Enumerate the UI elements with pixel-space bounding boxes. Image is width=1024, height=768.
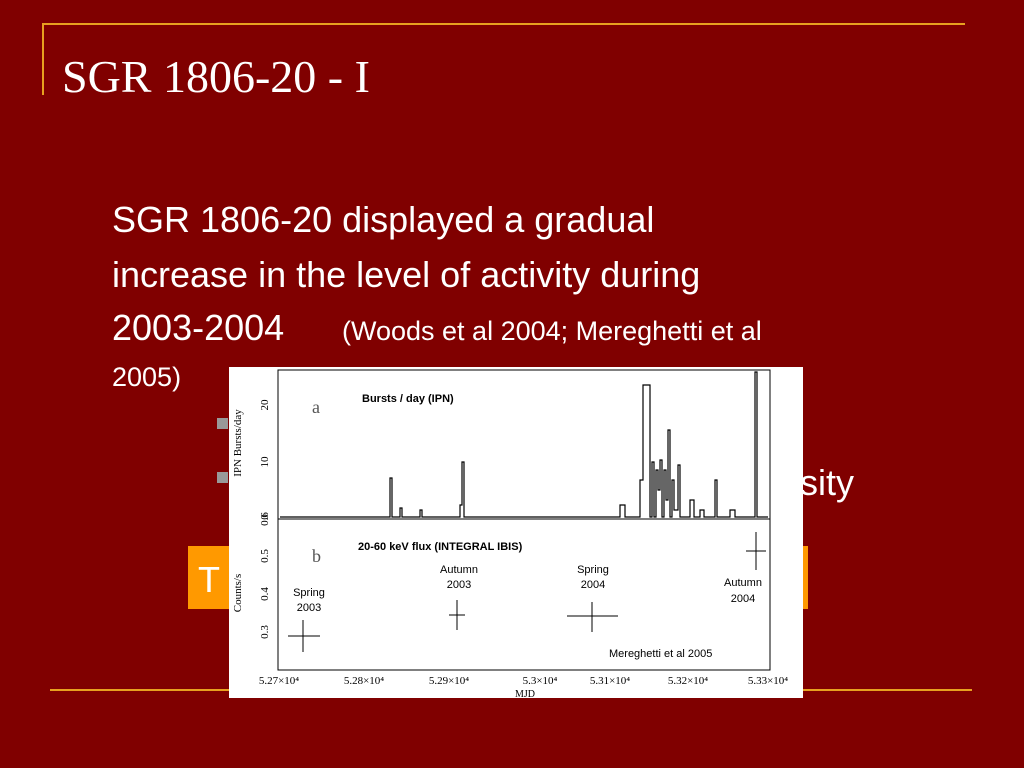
- bullet: [217, 418, 228, 429]
- x-tick-label: 5.29×10⁴: [429, 675, 469, 687]
- y-tick-label: 0.5: [259, 549, 271, 563]
- panel-label: Bursts / day (IPN): [362, 393, 454, 405]
- y-axis-label: Counts/s: [232, 574, 244, 613]
- flux-points: [288, 532, 766, 652]
- body-line: SGR 1806-20 displayed a gradual: [112, 199, 654, 240]
- annotation: 2003: [297, 602, 321, 614]
- annotation: Autumn: [724, 577, 762, 589]
- annotation: Spring: [577, 564, 609, 576]
- x-tick-label: 5.33×10⁴: [748, 675, 788, 687]
- y-tick-label: 20: [259, 399, 271, 411]
- annotation: Autumn: [440, 564, 478, 576]
- x-tick-label: 5.3×10⁴: [523, 675, 558, 687]
- bullet: [217, 472, 228, 483]
- annotation: 2004: [581, 579, 605, 591]
- y-tick-label: 0: [259, 514, 271, 520]
- figure: a b IPN Bursts/day Counts/s 0 10 20 0.3 …: [229, 367, 803, 700]
- x-tick-label: 5.27×10⁴: [259, 675, 299, 687]
- citation: 2005): [112, 362, 181, 392]
- annotation: Spring: [293, 587, 325, 599]
- annotation: 2003: [447, 579, 471, 591]
- x-tick-label: 5.32×10⁴: [668, 675, 708, 687]
- body-line: 2003-2004: [112, 307, 284, 348]
- x-tick-label: 5.31×10⁴: [590, 675, 630, 687]
- y-tick-label: 0.4: [259, 587, 271, 601]
- y-tick-label: 0.3: [259, 625, 271, 639]
- y-tick-label: 10: [259, 456, 271, 468]
- plot-frame: [277, 369, 771, 671]
- annotation: 2004: [731, 593, 755, 605]
- title: SGR 1806-20 - I: [62, 51, 370, 102]
- y-tick-label: 0.6: [259, 512, 271, 526]
- panel-letter: a: [312, 397, 320, 417]
- panel-letter: b: [312, 546, 321, 566]
- box-fragment: T: [198, 559, 220, 600]
- body-line: increase in the level of activity during: [112, 254, 700, 295]
- panel-label: 20-60 keV flux (INTEGRAL IBIS): [358, 541, 523, 553]
- credit: Mereghetti et al 2005: [609, 648, 712, 660]
- figure-background: [229, 367, 803, 698]
- citation: (Woods et al 2004; Mereghetti et al: [342, 316, 762, 346]
- y-axis-label: IPN Bursts/day: [232, 409, 244, 477]
- x-axis-label: MJD: [515, 689, 535, 700]
- burst-trace: [280, 371, 768, 518]
- x-tick-label: 5.28×10⁴: [344, 675, 384, 687]
- body: SGR 1806-20 displayed a gradual increase…: [112, 199, 762, 392]
- bullet-fragment: sity: [800, 462, 854, 503]
